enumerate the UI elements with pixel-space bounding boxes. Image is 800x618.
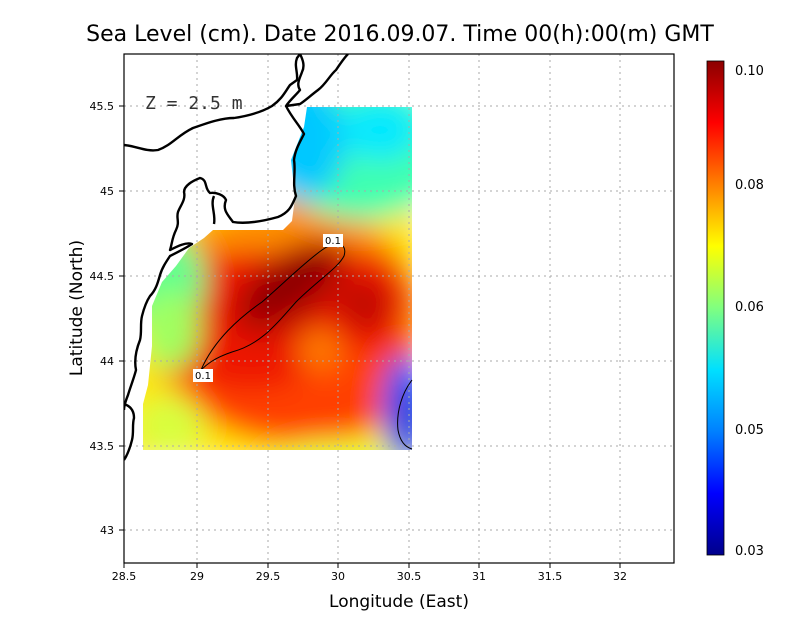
coast-danube-delta <box>284 54 349 108</box>
y-tick-label: 44.5 <box>90 270 115 283</box>
colorbar-tick-label: 0.10 <box>735 64 764 79</box>
y-tick-labels: 43 43.5 44 44.5 45 45.5 <box>90 100 115 537</box>
grid <box>124 54 674 563</box>
y-ticks <box>119 105 124 531</box>
contour-label-box <box>323 234 343 247</box>
coast-north <box>124 54 301 152</box>
x-tick-label: 32 <box>613 570 627 583</box>
coast-lagoon <box>211 195 216 225</box>
x-tick-label: 29 <box>190 570 204 583</box>
contour-lines <box>200 243 413 450</box>
y-tick-label: 45 <box>100 185 114 198</box>
chart-title: Sea Level (cm). Date 2016.09.07. Time 00… <box>86 22 714 47</box>
depth-label: Z = 2.5 m <box>145 93 243 114</box>
contour-label-box <box>193 369 213 382</box>
plot-frame <box>123 53 675 564</box>
x-tick-label: 29.5 <box>256 570 281 583</box>
contour-labels: 0.1 0.1 <box>193 234 343 382</box>
x-tick-label: 31.5 <box>538 570 563 583</box>
y-tick-label: 43.5 <box>90 440 115 453</box>
y-tick-label: 45.5 <box>90 100 115 113</box>
colorbar-tick-label: 0.08 <box>735 178 764 193</box>
colorbar-frame <box>706 60 725 556</box>
coastline <box>124 54 349 461</box>
colorbar-gradient <box>707 61 724 555</box>
contour-label-bottom: 0.1 <box>195 371 211 382</box>
coast-bulgaria <box>124 402 136 461</box>
contour-line-low <box>397 379 413 450</box>
colorbar-tick-label: 0.05 <box>735 423 764 438</box>
x-tick-label: 31 <box>472 570 486 583</box>
colorbar-tick-label: 0.03 <box>735 544 764 559</box>
y-tick-label: 44 <box>100 355 114 368</box>
sea-level-field <box>143 107 412 450</box>
contour-label-top: 0.1 <box>325 236 341 247</box>
x-tick-label: 30 <box>331 570 345 583</box>
y-tick-label: 43 <box>100 524 114 537</box>
colorbar: 0.10 0.08 0.06 0.05 0.03 <box>706 60 764 559</box>
x-tick-label: 28.5 <box>112 570 137 583</box>
x-axis-label: Longitude (East) <box>329 592 469 612</box>
x-tick-labels: 28.5 29 29.5 30 30.5 31 31.5 32 <box>112 570 627 583</box>
contour-line-0-1 <box>200 243 346 371</box>
colorbar-tick-label: 0.06 <box>735 300 764 315</box>
x-ticks <box>123 563 621 568</box>
y-axis-label: Latitude (North) <box>67 240 87 376</box>
x-tick-label: 30.5 <box>397 570 422 583</box>
coast-romania <box>124 105 306 411</box>
